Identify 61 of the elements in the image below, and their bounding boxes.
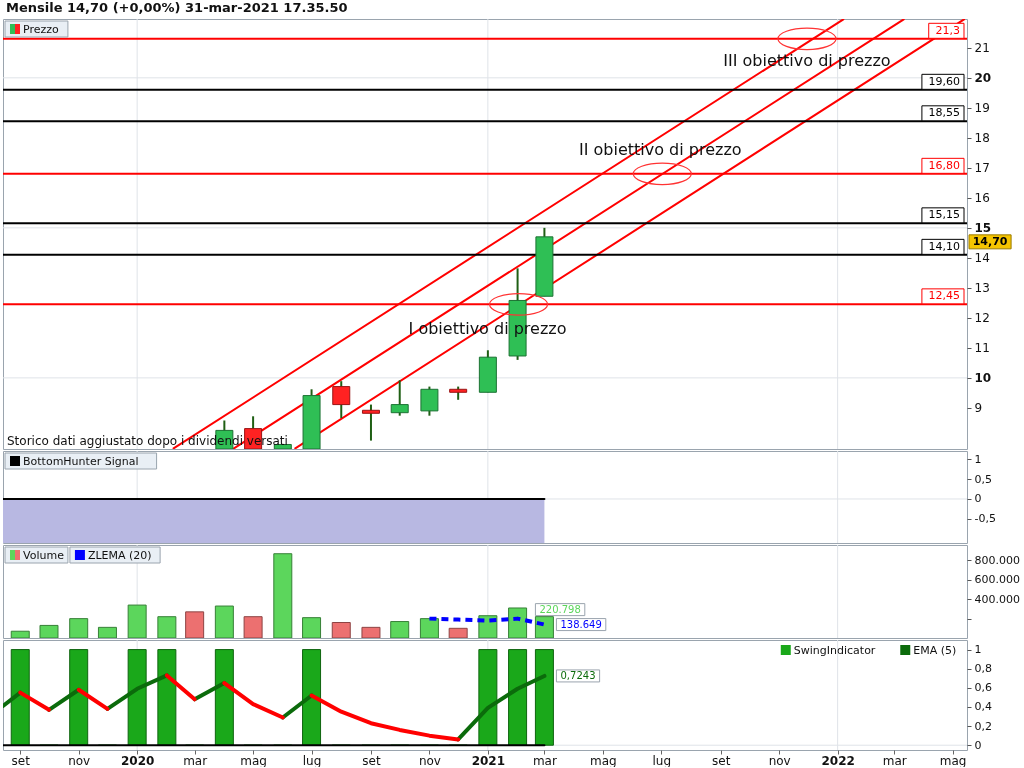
- data-label: 220.798: [539, 603, 581, 615]
- y-tick-label: 9: [974, 401, 983, 416]
- x-tick-label: mar: [532, 753, 557, 768]
- y-tick-label: 15: [974, 221, 992, 236]
- x-tick-label: nov: [768, 753, 791, 768]
- y-tick-label: 14: [974, 251, 990, 266]
- x-tick-label: mag: [939, 753, 967, 768]
- y-tick-label: 0,5: [974, 472, 992, 486]
- x-tick-label: set: [11, 753, 31, 768]
- y-tick-label: 11: [974, 341, 990, 356]
- y-tick-label: 10: [974, 371, 992, 386]
- x-tick-label: mar: [183, 753, 208, 768]
- y-tick-label: 13: [974, 281, 990, 296]
- y-tick-label: 17: [974, 161, 990, 176]
- chart-title: Mensile 14,70 (+0,00%) 31-mar-2021 17.35.50: [6, 0, 348, 15]
- y-tick-label: 12: [974, 311, 990, 326]
- y-tick-label: 16: [974, 191, 990, 206]
- ref-line-label: 16,80: [928, 158, 960, 172]
- x-tick-label: nov: [68, 753, 91, 768]
- x-tick-label: lug: [302, 753, 322, 768]
- y-tick-label: 0,6: [974, 681, 992, 695]
- y-tick-label: 18: [974, 131, 990, 146]
- y-tick-label: -0,5: [974, 512, 996, 526]
- ref-line-label: 12,45: [928, 289, 960, 303]
- y-tick-label: 20: [974, 71, 992, 86]
- data-label: 138.649: [560, 618, 602, 630]
- legend-label: Prezzo: [23, 22, 60, 36]
- x-tick-label: set: [362, 753, 381, 768]
- ref-line-label: 14,10: [928, 239, 960, 253]
- y-tick-label: 800.000: [974, 554, 1020, 567]
- legend-label: ZLEMA (20): [87, 548, 152, 562]
- y-tick-label: 1: [974, 643, 982, 657]
- y-tick-label: 21: [974, 41, 990, 56]
- y-tick-label: 600.000: [974, 573, 1020, 587]
- y-tick-label: 400.000: [974, 592, 1020, 606]
- y-tick-label: 1: [974, 452, 982, 466]
- y-tick-label: 0,4: [974, 700, 992, 714]
- legend-label: SwingIndicator: [793, 643, 876, 657]
- ref-line-label: 18,55: [928, 106, 960, 120]
- legend-label: BottomHunter Signal: [23, 454, 139, 468]
- x-tick-label: 2020: [120, 753, 155, 768]
- x-tick-label: mag: [240, 753, 267, 768]
- ref-line-label: 19,60: [928, 74, 960, 88]
- x-tick-label: nov: [418, 753, 441, 768]
- ref-line-label: 15,15: [928, 208, 960, 222]
- x-tick-label: set: [712, 753, 731, 768]
- y-tick-label: 0,8: [974, 662, 992, 676]
- y-tick-label: 0,2: [974, 719, 992, 733]
- data-label: 0,7243: [560, 669, 596, 681]
- x-tick-label: 2021: [471, 753, 506, 768]
- x-tick-label: mag: [590, 753, 617, 768]
- x-tick-label: 2022: [821, 753, 855, 768]
- legend-label: Volume: [23, 548, 65, 562]
- x-tick-label: mar: [882, 753, 907, 768]
- x-tick-label: lug: [652, 753, 672, 768]
- legend-label: EMA (5): [913, 643, 957, 657]
- text: 14,70: [972, 234, 1008, 248]
- y-tick-label: 19: [974, 101, 990, 116]
- y-tick-label: 0: [974, 492, 982, 506]
- ref-line-label: 21,3: [935, 23, 960, 37]
- y-tick-label: 0: [974, 738, 982, 752]
